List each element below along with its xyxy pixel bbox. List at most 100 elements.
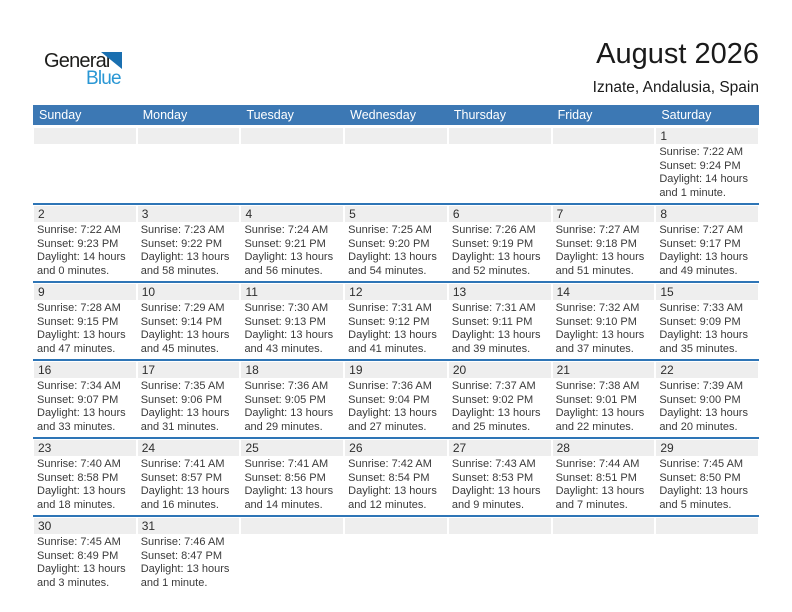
- sunrise-text: Sunrise: 7:27 AM: [555, 224, 640, 236]
- day-cell-1: 1 Sunrise: 7:22 AM Sunset: 9:24 PM Daylight…: [655, 128, 759, 203]
- sunset-text: Sunset: 9:09 PM: [659, 315, 741, 328]
- sunset-text: Sunset: 9:10 PM: [555, 315, 637, 328]
- day-details: Sunrise: 7:25 AM Sunset: 9:20 PM Daylight:…: [344, 222, 448, 281]
- sunset-text: Sunset: 8:57 PM: [140, 471, 223, 484]
- daylight-text: Daylight: 13 hours and 12 minutes.: [348, 485, 437, 511]
- daylight-text: Daylight: 13 hours and 37 minutes.: [555, 329, 645, 355]
- day-details: Sunrise: 7:45 AM Sunset: 8:49 PM Daylight:…: [33, 534, 137, 593]
- day-number: 24: [137, 440, 240, 456]
- location-subtitle: Iznate, Andalusia, Spain: [592, 79, 759, 96]
- weekday-friday: Friday: [557, 108, 593, 122]
- day-number: 12: [345, 284, 447, 300]
- sunset-text: Sunset: 8:49 PM: [37, 549, 119, 562]
- day-number: 7: [552, 206, 655, 222]
- sunset-text: Sunset: 9:19 PM: [451, 237, 534, 250]
- day-details: Sunrise: 7:41 AM Sunset: 8:57 PM Daylight:…: [137, 456, 241, 515]
- day-cell-22: 22 Sunrise: 7:39 AM Sunset: 9:00 PM Dayligh…: [655, 362, 759, 437]
- sunrise-text: Sunrise: 7:25 AM: [348, 224, 432, 236]
- sunset-text: Sunset: 9:15 PM: [37, 315, 119, 328]
- day-details: Sunrise: 7:45 AM Sunset: 8:50 PM Daylight:…: [655, 456, 759, 515]
- daylight-text: Daylight: 13 hours and 52 minutes.: [451, 251, 541, 277]
- day-details: Sunrise: 7:23 AM Sunset: 9:22 PM Daylight:…: [137, 222, 241, 281]
- day-number: [656, 518, 759, 534]
- day-number: 18: [241, 362, 344, 378]
- week-row: 16 Sunrise: 7:34 AM Sunset: 9:07 PM Dayligh…: [33, 361, 759, 439]
- sunset-text: Sunset: 9:14 PM: [140, 315, 223, 328]
- day-cell-13: 13 Sunrise: 7:31 AM Sunset: 9:11 PM Dayligh…: [448, 284, 552, 359]
- weekday-wednesday: Wednesday: [350, 108, 416, 122]
- day-cell-12: 12 Sunrise: 7:31 AM Sunset: 9:12 PM Dayligh…: [344, 284, 448, 359]
- weekday-tuesday: Tuesday: [246, 108, 294, 122]
- sunrise-text: Sunrise: 7:24 AM: [244, 224, 329, 236]
- day-number: 15: [656, 284, 759, 300]
- daylight-text: Daylight: 13 hours and 3 minutes.: [37, 563, 126, 589]
- weekday-header-row: Sunday Monday Tuesday Wednesday Thursday…: [33, 105, 759, 125]
- day-number: 25: [241, 440, 344, 456]
- day-details: Sunrise: 7:41 AM Sunset: 8:56 PM Daylight:…: [240, 456, 344, 515]
- day-number: 1: [656, 128, 759, 144]
- day-details: Sunrise: 7:29 AM Sunset: 9:14 PM Daylight:…: [137, 300, 241, 359]
- day-cell-18: 18 Sunrise: 7:36 AM Sunset: 9:05 PM Dayligh…: [240, 362, 344, 437]
- weekday-thursday: Thursday: [453, 108, 506, 122]
- sunrise-text: Sunrise: 7:36 AM: [244, 380, 329, 392]
- day-details: Sunrise: 7:44 AM Sunset: 8:51 PM Daylight:…: [552, 456, 656, 515]
- day-cell-empty: [240, 128, 344, 203]
- sunrise-text: Sunrise: 7:43 AM: [451, 458, 536, 470]
- day-details: Sunrise: 7:22 AM Sunset: 9:23 PM Daylight:…: [33, 222, 137, 281]
- sunrise-text: Sunrise: 7:30 AM: [244, 302, 329, 314]
- day-cell-7: 7 Sunrise: 7:27 AM Sunset: 9:18 PM Daylight…: [552, 206, 656, 281]
- day-details: Sunrise: 7:26 AM Sunset: 9:19 PM Daylight:…: [448, 222, 552, 281]
- day-details: Sunrise: 7:34 AM Sunset: 9:07 PM Daylight:…: [33, 378, 137, 437]
- day-details: Sunrise: 7:39 AM Sunset: 9:00 PM Daylight:…: [655, 378, 759, 437]
- day-number: 14: [552, 284, 655, 300]
- day-cell-21: 21 Sunrise: 7:38 AM Sunset: 9:01 PM Dayligh…: [552, 362, 656, 437]
- day-number: [345, 518, 447, 534]
- day-cell-24: 24 Sunrise: 7:41 AM Sunset: 8:57 PM Dayligh…: [137, 440, 241, 515]
- day-number: [137, 128, 240, 144]
- sunrise-text: Sunrise: 7:31 AM: [451, 302, 536, 314]
- sunrise-text: Sunrise: 7:22 AM: [37, 224, 121, 236]
- day-details: Sunrise: 7:33 AM Sunset: 9:09 PM Daylight:…: [655, 300, 759, 359]
- day-cell-23: 23 Sunrise: 7:40 AM Sunset: 8:58 PM Dayligh…: [33, 440, 137, 515]
- sunrise-text: Sunrise: 7:22 AM: [659, 146, 744, 158]
- sunrise-text: Sunrise: 7:27 AM: [659, 224, 744, 236]
- day-cell-17: 17 Sunrise: 7:35 AM Sunset: 9:06 PM Dayligh…: [137, 362, 241, 437]
- sunset-text: Sunset: 8:51 PM: [555, 471, 637, 484]
- sunrise-text: Sunrise: 7:41 AM: [140, 458, 225, 470]
- day-cell-4: 4 Sunrise: 7:24 AM Sunset: 9:21 PM Daylight…: [240, 206, 344, 281]
- day-details: Sunrise: 7:42 AM Sunset: 8:54 PM Daylight:…: [344, 456, 448, 515]
- logo-text-blue: Blue: [86, 68, 122, 89]
- day-number: 20: [448, 362, 551, 378]
- daylight-text: Daylight: 13 hours and 54 minutes.: [348, 251, 437, 277]
- day-cell-empty: [240, 518, 344, 593]
- sunrise-text: Sunrise: 7:39 AM: [659, 380, 744, 392]
- daylight-text: Daylight: 13 hours and 39 minutes.: [451, 329, 541, 355]
- day-details: Sunrise: 7:46 AM Sunset: 8:47 PM Daylight:…: [137, 534, 241, 593]
- day-cell-26: 26 Sunrise: 7:42 AM Sunset: 8:54 PM Dayligh…: [344, 440, 448, 515]
- sunset-text: Sunset: 9:17 PM: [659, 237, 741, 250]
- sunset-text: Sunset: 9:13 PM: [244, 315, 326, 328]
- day-number: [345, 128, 447, 144]
- day-details: Sunrise: 7:31 AM Sunset: 9:11 PM Daylight:…: [448, 300, 552, 359]
- day-number: 26: [345, 440, 447, 456]
- day-details: Sunrise: 7:24 AM Sunset: 9:21 PM Daylight:…: [240, 222, 344, 281]
- sunset-text: Sunset: 8:47 PM: [140, 549, 223, 562]
- month-title: August 2026: [596, 38, 759, 70]
- day-number: 31: [137, 518, 240, 534]
- daylight-text: Daylight: 13 hours and 35 minutes.: [659, 329, 748, 355]
- sunset-text: Sunset: 9:24 PM: [659, 159, 741, 172]
- daylight-text: Daylight: 13 hours and 14 minutes.: [244, 485, 334, 511]
- day-details: Sunrise: 7:36 AM Sunset: 9:04 PM Daylight:…: [344, 378, 448, 437]
- day-details: Sunrise: 7:27 AM Sunset: 9:18 PM Daylight:…: [552, 222, 656, 281]
- day-cell-31: 31 Sunrise: 7:46 AM Sunset: 8:47 PM Dayligh…: [137, 518, 241, 593]
- daylight-text: Daylight: 14 hours and 0 minutes.: [37, 251, 126, 277]
- daylight-text: Daylight: 13 hours and 1 minute.: [140, 563, 230, 589]
- day-details: Sunrise: 7:37 AM Sunset: 9:02 PM Daylight:…: [448, 378, 552, 437]
- sunrise-text: Sunrise: 7:42 AM: [348, 458, 432, 470]
- day-cell-9: 9 Sunrise: 7:28 AM Sunset: 9:15 PM Daylight…: [33, 284, 137, 359]
- week-row: 23 Sunrise: 7:40 AM Sunset: 8:58 PM Dayligh…: [33, 439, 759, 517]
- sunset-text: Sunset: 8:50 PM: [659, 471, 741, 484]
- sunset-text: Sunset: 8:54 PM: [348, 471, 430, 484]
- daylight-text: Daylight: 13 hours and 47 minutes.: [37, 329, 126, 355]
